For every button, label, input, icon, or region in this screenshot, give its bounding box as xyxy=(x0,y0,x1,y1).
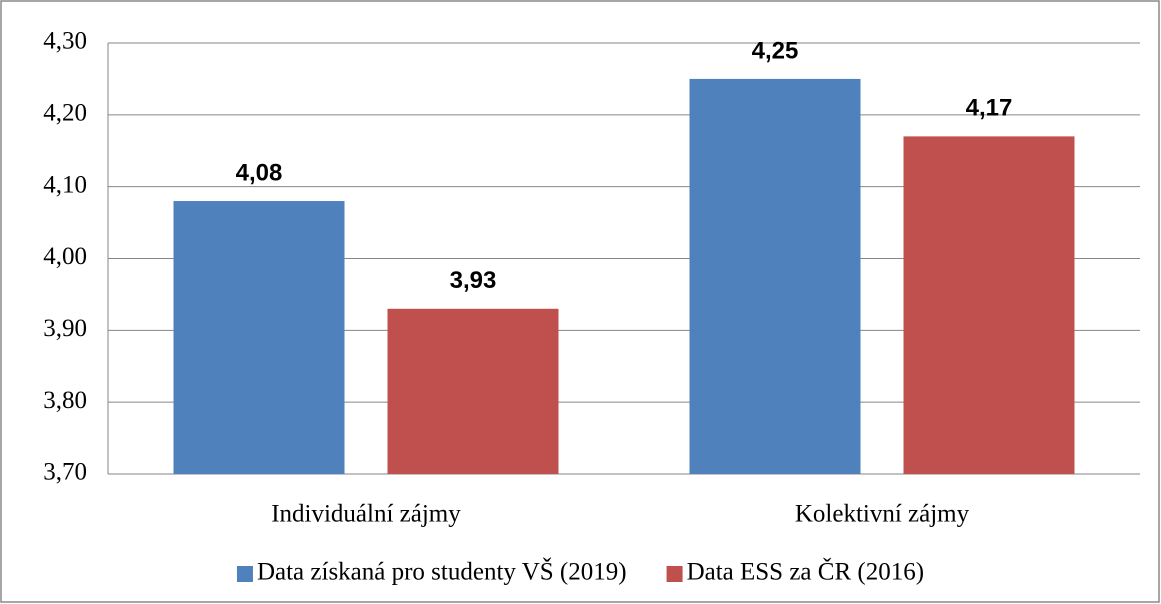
bar xyxy=(173,201,345,475)
y-tick-label: 4,10 xyxy=(43,171,87,198)
y-tick-label: 3,80 xyxy=(43,387,87,414)
y-tick-label: 4,30 xyxy=(43,28,87,55)
x-tick-label: Individuální zájmy xyxy=(271,501,461,528)
y-tick-label: 4,00 xyxy=(43,243,87,270)
y-tick-label: 3,90 xyxy=(43,315,87,342)
value-label: 4,25 xyxy=(752,37,799,64)
legend-swatch xyxy=(236,566,253,582)
value-label: 4,08 xyxy=(236,159,283,186)
value-label: 4,17 xyxy=(966,95,1013,122)
value-label: 3,93 xyxy=(450,267,497,294)
bar xyxy=(903,136,1075,474)
legend-label: Data získaná pro studenty VŠ (2019) xyxy=(257,557,627,586)
bar xyxy=(387,308,559,474)
y-tick-label: 3,70 xyxy=(43,459,87,486)
x-tick-label: Kolektivní zájmy xyxy=(795,501,970,528)
legend-swatch xyxy=(666,566,683,582)
legend-label: Data ESS za ČR (2016) xyxy=(687,558,924,586)
bar xyxy=(689,78,861,475)
y-tick-label: 4,20 xyxy=(43,100,87,127)
